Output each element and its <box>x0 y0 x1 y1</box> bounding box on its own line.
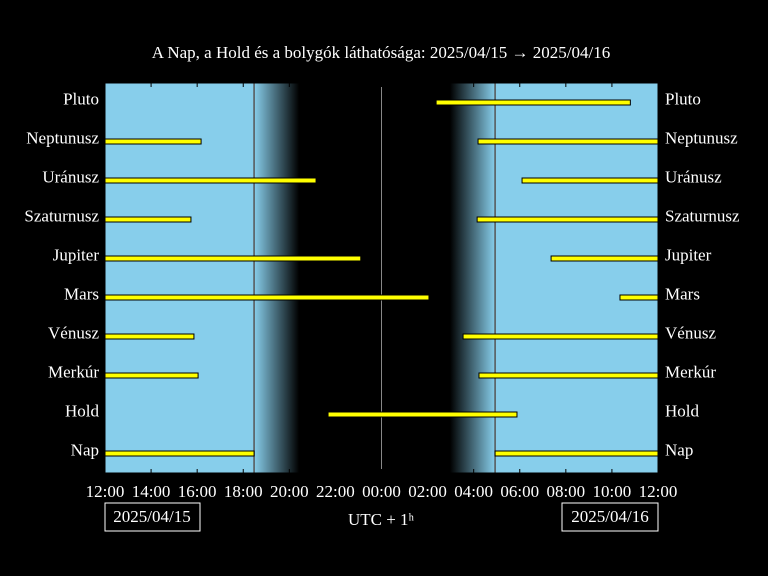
visibility-bar <box>476 216 659 223</box>
visibility-bar <box>477 138 659 145</box>
row-label-left: Mars <box>64 284 99 303</box>
visibility-bar <box>327 411 518 418</box>
row-label-left: Pluto <box>63 89 99 108</box>
visibility-bar <box>104 333 195 340</box>
row-label-right: Mars <box>665 284 700 303</box>
x-tick-label: 02:00 <box>408 482 447 501</box>
x-tick-label: 10:00 <box>593 482 632 501</box>
row-label-left: Jupiter <box>53 245 100 264</box>
row-label-right: Pluto <box>665 89 701 108</box>
visibility-bar <box>104 216 192 223</box>
date-box <box>104 502 201 532</box>
visibility-bar <box>619 294 659 301</box>
row-label-right: Neptunusz <box>665 128 738 147</box>
x-tick-label: 22:00 <box>316 482 355 501</box>
x-tick-label: 18:00 <box>224 482 263 501</box>
row-label-left: Hold <box>65 401 100 420</box>
visibility-bar <box>494 450 659 457</box>
visibility-bar <box>104 255 362 262</box>
x-tick-label: 16:00 <box>178 482 217 501</box>
row-label-right: Vénusz <box>665 323 716 342</box>
row-label-right: Nap <box>665 440 693 459</box>
visibility-bar <box>462 333 659 340</box>
visibility-bar <box>104 138 202 145</box>
x-tick-label: 20:00 <box>270 482 309 501</box>
row-label-left: Szaturnusz <box>24 206 99 225</box>
x-tick-label: 12:00 <box>86 482 125 501</box>
visibility-bar <box>104 294 430 301</box>
plot-frame <box>104 82 659 474</box>
visibility-bar <box>521 177 659 184</box>
visibility-bar <box>104 177 317 184</box>
row-label-left: Neptunusz <box>26 128 99 147</box>
end-date: 2025/04/16 <box>571 507 648 526</box>
visibility-bar <box>478 372 659 379</box>
row-label-right: Szaturnusz <box>665 206 740 225</box>
row-label-right: Hold <box>665 401 700 420</box>
x-tick-label: 00:00 <box>362 482 401 501</box>
x-tick-label: 04:00 <box>454 482 493 501</box>
visibility-bar <box>435 99 631 106</box>
row-label-left: Vénusz <box>48 323 99 342</box>
visibility-bar <box>104 450 255 457</box>
x-tick-label: 06:00 <box>500 482 539 501</box>
row-label-right: Uránusz <box>665 167 722 186</box>
chart-title: A Nap, a Hold és a bolygók láthatósága: … <box>152 43 610 62</box>
visibility-bar <box>550 255 659 262</box>
row-label-right: Merkúr <box>665 362 716 381</box>
x-axis-label: UTC + 1ʰ <box>348 510 415 529</box>
x-tick-label: 14:00 <box>132 482 171 501</box>
start-date: 2025/04/15 <box>113 507 190 526</box>
row-label-left: Uránusz <box>42 167 99 186</box>
x-tick-label: 08:00 <box>546 482 585 501</box>
date-box <box>561 502 659 532</box>
row-label-left: Merkúr <box>48 362 99 381</box>
visibility-bar <box>104 372 199 379</box>
row-label-right: Jupiter <box>665 245 712 264</box>
x-tick-label: 12:00 <box>639 482 678 501</box>
row-label-left: Nap <box>71 440 99 459</box>
